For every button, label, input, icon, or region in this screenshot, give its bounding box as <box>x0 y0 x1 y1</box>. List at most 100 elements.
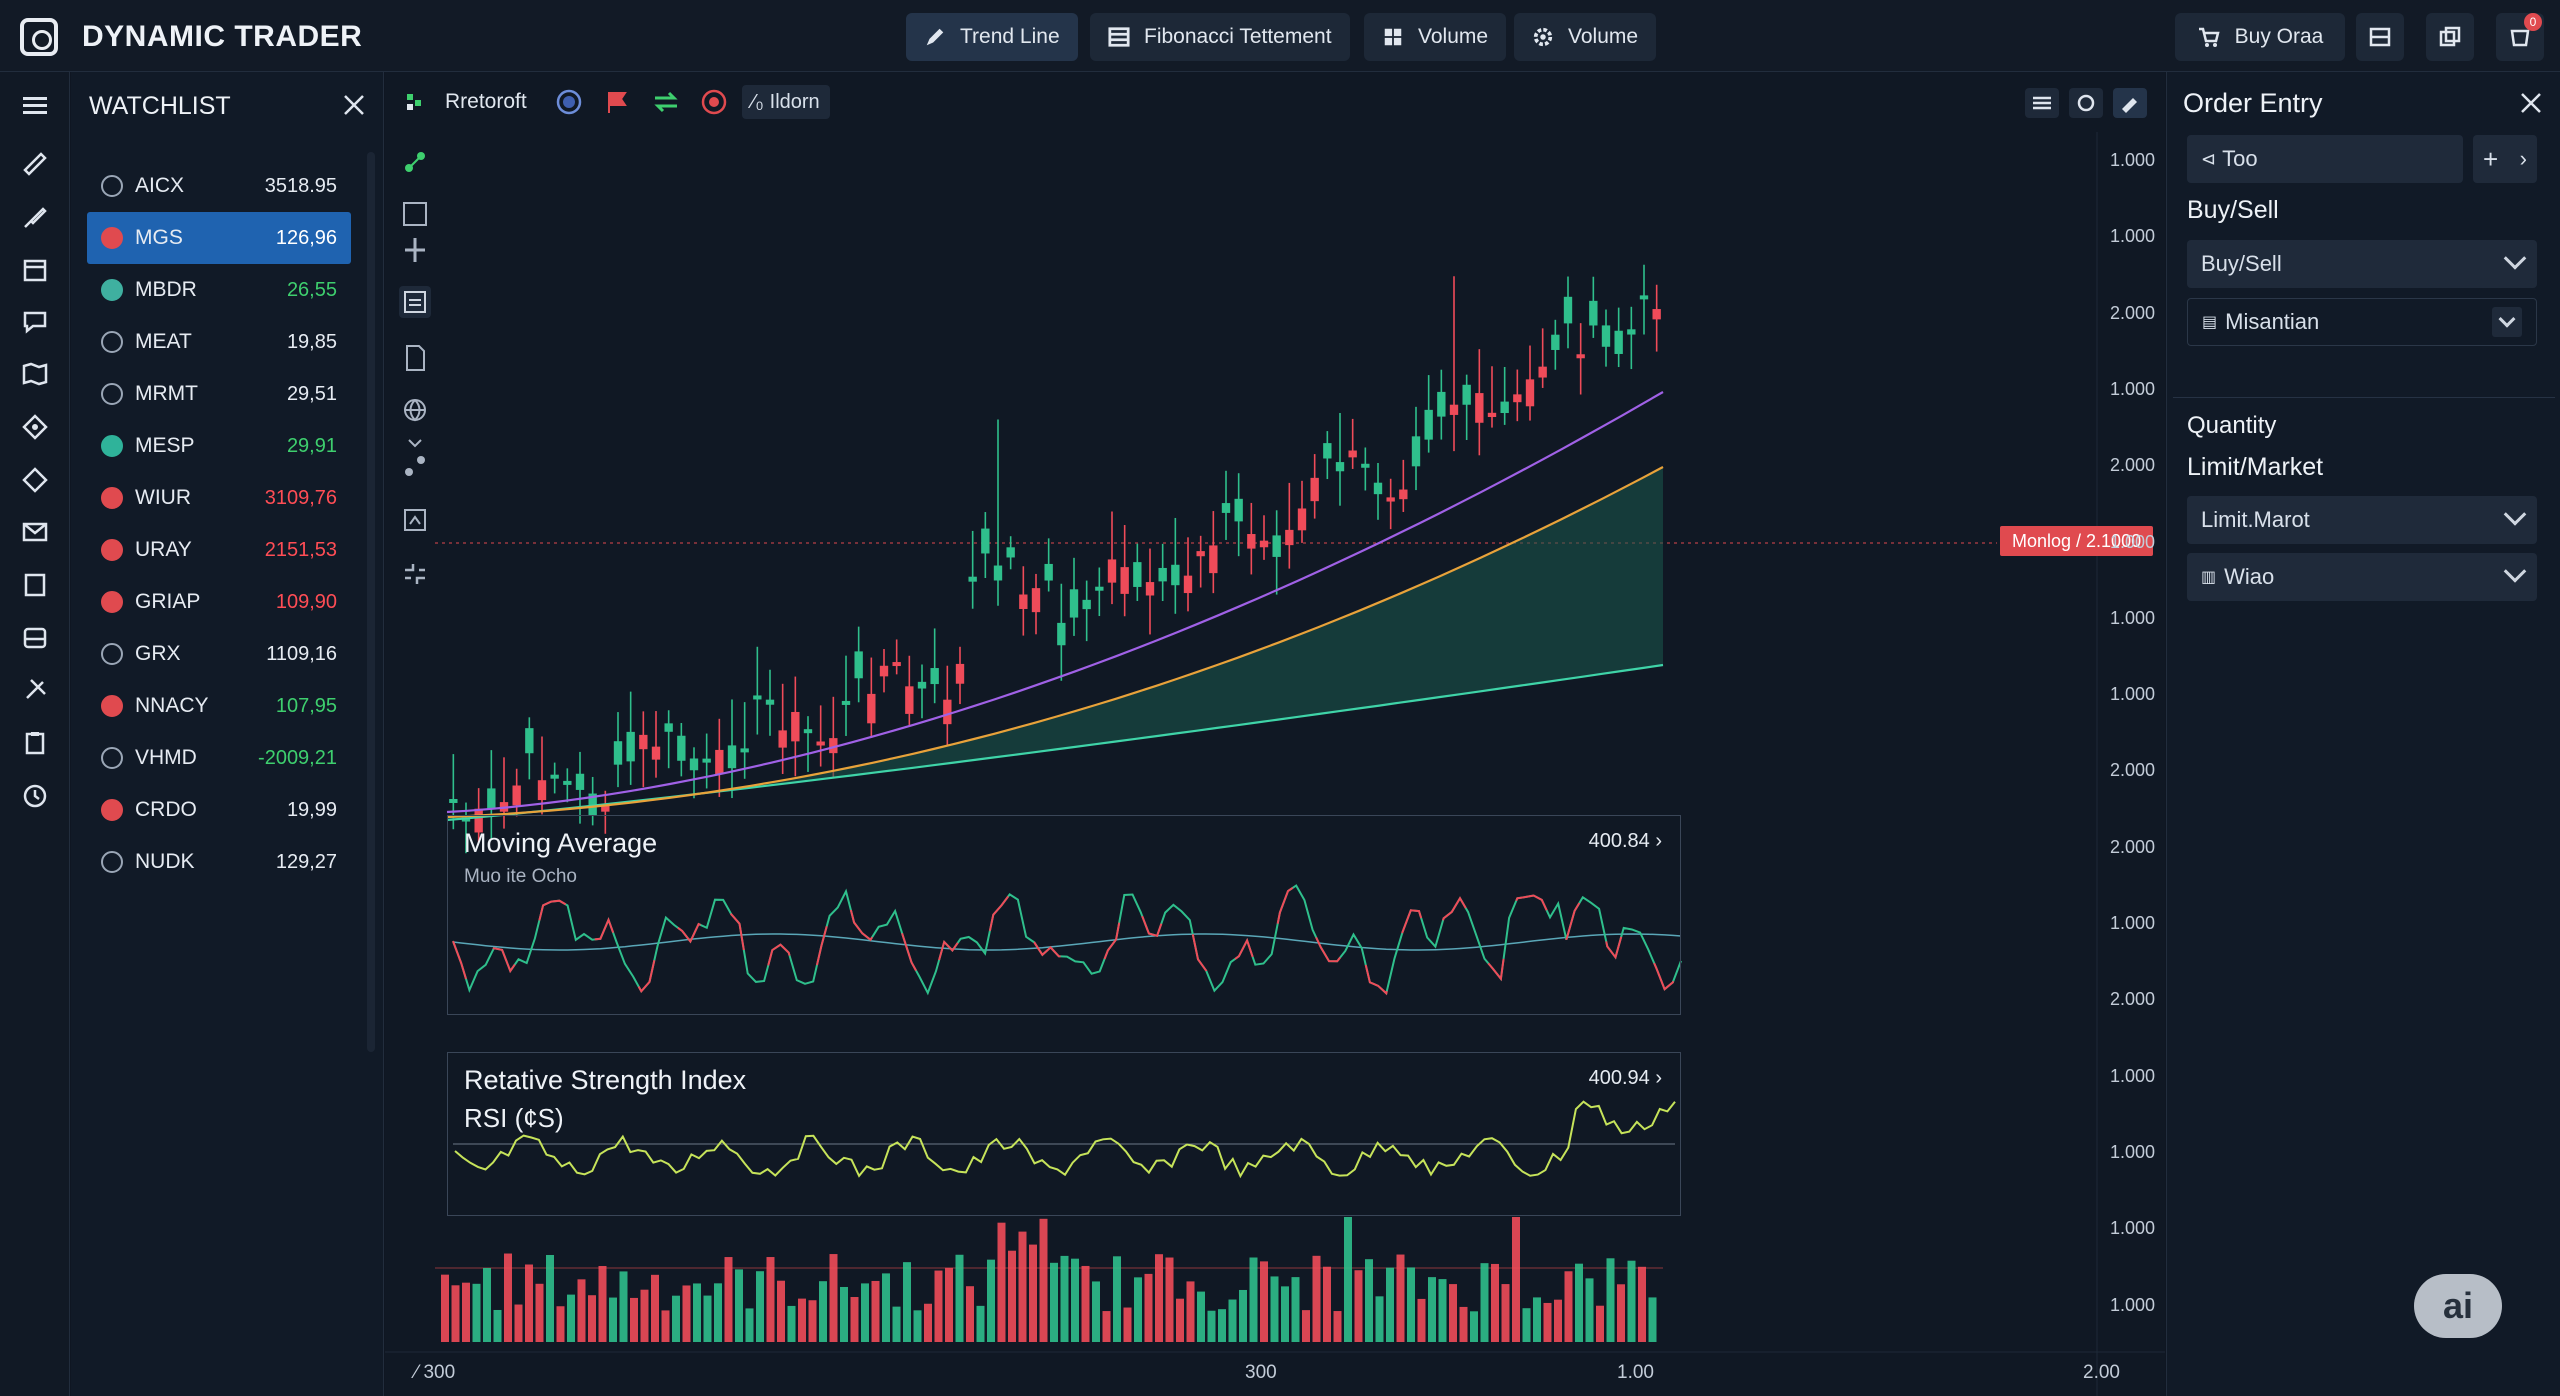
clock-icon[interactable] <box>21 782 49 810</box>
watchlist-item-crdo[interactable]: CRDO 19,99 <box>87 784 351 836</box>
pen-icon[interactable] <box>21 676 49 704</box>
volume-bar <box>1197 1291 1205 1342</box>
diamond-icon[interactable] <box>21 413 49 441</box>
watchlist-item-mgs[interactable]: MGS 126,96 <box>87 212 351 264</box>
chat-icon[interactable] <box>21 308 49 336</box>
chart-area: Rretoroft ⁄₀ Ildorn Moving Average Muo i… <box>385 72 2165 1396</box>
cart-button[interactable]: 0 <box>2496 13 2544 61</box>
ai-assistant-button[interactable]: ai <box>2414 1274 2502 1338</box>
expand-tool-icon[interactable] <box>399 558 431 590</box>
template-tool-icon[interactable] <box>399 286 431 318</box>
symbol-icon <box>101 487 123 509</box>
candle-body <box>1475 393 1484 423</box>
x-axis-label: ⁄ 300 <box>415 1362 456 1383</box>
nodes-tool-icon[interactable] <box>399 450 431 482</box>
watchlist-item-aicx[interactable]: AICX 3518.95 <box>87 160 351 212</box>
buy-sell-select[interactable]: Buy/Sell <box>2187 240 2537 288</box>
limit-market-select[interactable]: Limit.Marot <box>2187 496 2537 544</box>
volume-bar <box>567 1294 575 1342</box>
globe-tool-icon[interactable] <box>399 394 431 426</box>
trend-line-button[interactable]: Trend Line <box>906 13 1078 61</box>
watchlist-item-griap[interactable]: GRIAP 109,90 <box>87 576 351 628</box>
menu-icon[interactable] <box>21 92 49 120</box>
watchlist-item-nudk[interactable]: NUDK 129,27 <box>87 836 351 888</box>
fibonacci-label: Fibonacci Tettement <box>1144 25 1332 48</box>
indicator-chip[interactable]: ⁄₀ Ildorn <box>742 85 830 119</box>
watchlist-symbol: URAY <box>135 538 192 561</box>
watchlist-item-mbdr[interactable]: MBDR 26,55 <box>87 264 351 316</box>
order-entry-panel: Order Entry ⊲ Too + › Buy/Sell Buy/Sell … <box>2166 72 2560 1396</box>
chart-canvas[interactable] <box>385 72 2165 1396</box>
candle-body <box>1285 529 1294 546</box>
watchlist-item-mrmt[interactable]: MRMT 29,51 <box>87 368 351 420</box>
volume-bar <box>1323 1266 1331 1342</box>
watchlist-item-nnacy[interactable]: NNACY 107,95 <box>87 680 351 732</box>
volume-bar <box>1029 1244 1037 1342</box>
exchange-icon[interactable] <box>652 89 680 115</box>
clipboard-icon[interactable] <box>21 729 49 757</box>
notes-icon[interactable] <box>21 571 49 599</box>
buy-order-button[interactable]: Buy Oraa <box>2175 13 2345 61</box>
chevron-down-box <box>2492 307 2522 337</box>
windows-button[interactable] <box>2426 13 2474 61</box>
watchlist-scrollbar[interactable] <box>367 152 375 1052</box>
candle-body <box>1639 295 1649 300</box>
chart-symbol-label[interactable]: Rretoroft <box>445 90 527 113</box>
volume-bar <box>1281 1286 1289 1342</box>
fibonacci-button[interactable]: Fibonacci Tettement <box>1090 13 1350 61</box>
mail-icon[interactable] <box>21 518 49 546</box>
volume-bar <box>766 1257 775 1342</box>
frame-tool-icon[interactable] <box>399 504 431 536</box>
watchlist-value: 2151,53 <box>264 538 337 561</box>
tag-icon[interactable] <box>21 466 49 494</box>
brush-icon[interactable] <box>21 203 49 231</box>
order-type-select[interactable]: ▥ Wiao <box>2187 553 2537 601</box>
volume-button[interactable]: Volume <box>1364 13 1507 61</box>
candle-body <box>1171 564 1180 586</box>
blue-circle-icon[interactable] <box>556 89 582 115</box>
chart-type-icon[interactable] <box>405 90 429 114</box>
moving-average-panel[interactable]: Moving Average Muo ite Ocho 400.84 › <box>447 815 1681 1015</box>
watchlist-symbol: MBDR <box>135 278 197 301</box>
target-icon[interactable] <box>701 89 727 115</box>
map-icon[interactable] <box>21 360 49 388</box>
draw-mode-icon[interactable] <box>2113 88 2147 118</box>
rsi-panel[interactable]: Retative Strength Index RSI (¢S) 400.94 … <box>447 1052 1681 1216</box>
volume-bar <box>1249 1257 1258 1342</box>
crosshair-tool-icon[interactable] <box>399 234 431 266</box>
order-search-input[interactable]: ⊲ Too <box>2187 135 2463 183</box>
watchlist-item-uray[interactable]: URAY 2151,53 <box>87 524 351 576</box>
candle-body <box>550 774 559 779</box>
close-icon[interactable] <box>2518 90 2544 116</box>
dots-tool-icon[interactable] <box>399 146 431 178</box>
settings-sliders-icon[interactable] <box>2025 88 2059 118</box>
chart-tool-icon[interactable] <box>399 198 431 230</box>
list-icon: ▤ <box>2202 314 2218 331</box>
document-tool-icon[interactable] <box>399 342 431 374</box>
watchlist-item-wiur[interactable]: WIUR 3109,76 <box>87 472 351 524</box>
watchlist-item-vhmd[interactable]: VHMD -2009,21 <box>87 732 351 784</box>
calendar-icon[interactable] <box>21 256 49 284</box>
close-icon[interactable] <box>341 92 367 118</box>
watchlist-item-meat[interactable]: MEAT 19,85 <box>87 316 351 368</box>
volume-bar <box>1386 1267 1394 1342</box>
y-axis-label: 1.000 <box>2110 1218 2156 1239</box>
volume-bar <box>1470 1311 1478 1342</box>
flag-icon[interactable] <box>604 89 630 115</box>
refresh-icon[interactable] <box>2069 88 2103 118</box>
volume-bar <box>493 1309 502 1342</box>
inbox-icon[interactable] <box>21 624 49 652</box>
candle-body <box>1513 394 1522 403</box>
watchlist-item-mesp[interactable]: MESP 29,91 <box>87 420 351 472</box>
candle-body <box>1259 540 1269 548</box>
watchlist-item-grx[interactable]: GRX 1109,16 <box>87 628 351 680</box>
mission-select[interactable]: ▤ Misantian <box>2187 298 2537 346</box>
volume-bar <box>1102 1311 1111 1342</box>
layout-button[interactable] <box>2356 13 2404 61</box>
chevron-down-icon[interactable] <box>399 428 431 460</box>
candle-body <box>1487 412 1497 418</box>
volume-settings-button[interactable]: Volume <box>1514 13 1657 61</box>
add-order-button[interactable]: + › <box>2473 135 2537 183</box>
cart-icon <box>2198 27 2220 47</box>
ruler-icon[interactable] <box>21 150 49 178</box>
